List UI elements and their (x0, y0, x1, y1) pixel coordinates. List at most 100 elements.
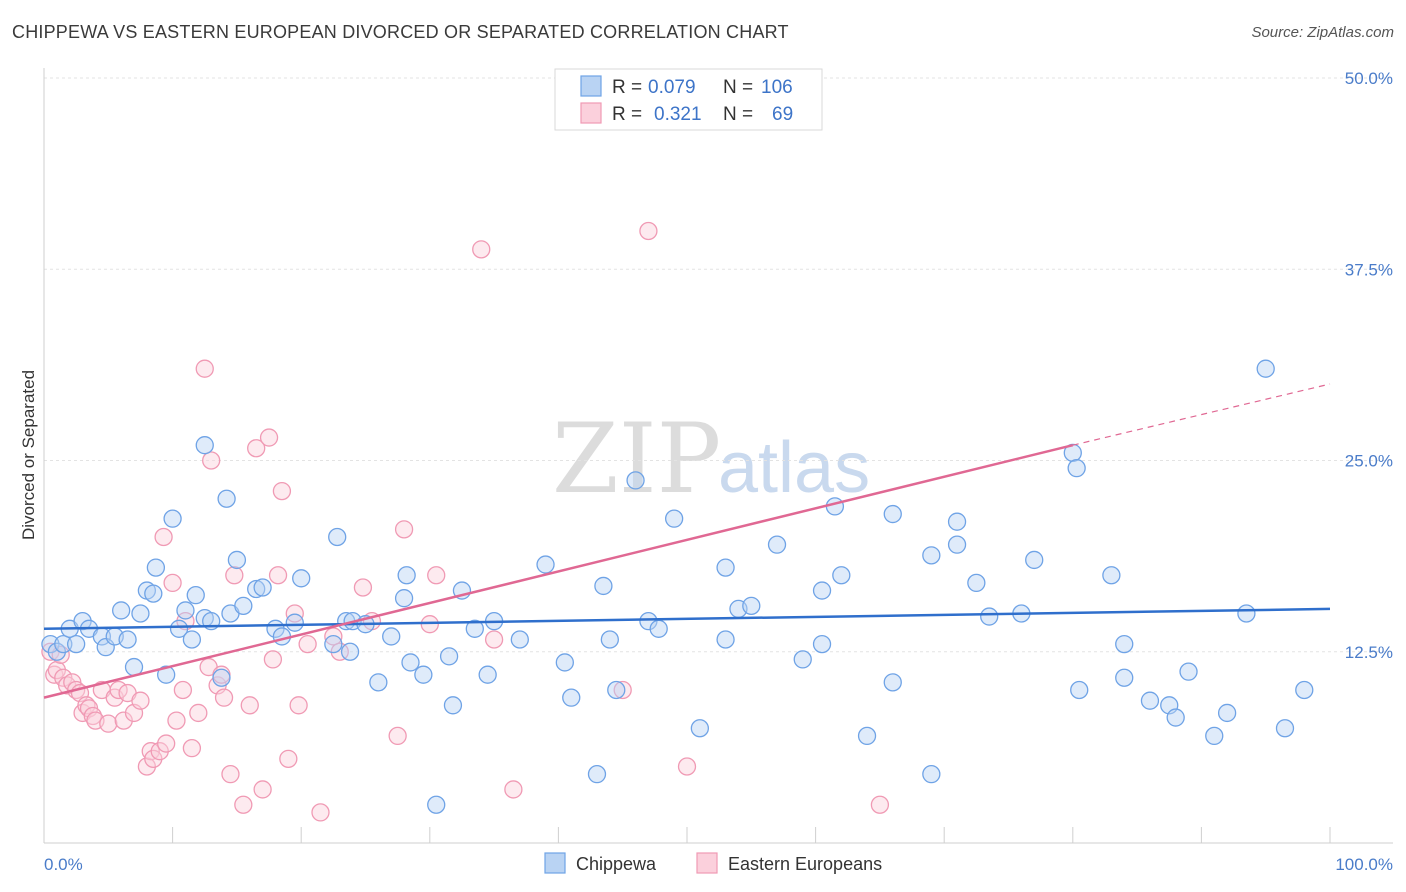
bottom-legend-label-chippewa: Chippewa (576, 854, 657, 874)
chippewa-point (227, 550, 247, 570)
eastern-europeans-point (163, 573, 182, 593)
watermark: ZIP atlas (552, 403, 870, 515)
eastern-europeans-point (677, 757, 697, 776)
eastern-europeans-point (311, 803, 330, 822)
eastern-europeans-point (234, 795, 253, 814)
eastern-europeans-point (639, 221, 658, 241)
chippewa-point (626, 471, 645, 490)
chippewa-point (272, 627, 292, 646)
chippewa-point (594, 576, 613, 596)
chippewa-point (118, 630, 137, 649)
chippewa-point (234, 596, 253, 615)
chippewa-point (253, 578, 272, 597)
x-tick-label-min: 0.0% (44, 855, 83, 874)
eastern-europeans-point (263, 650, 283, 669)
chippewa-point (176, 601, 195, 620)
chippewa-point (369, 673, 388, 692)
chippewa-point (1070, 680, 1089, 700)
chippewa-point (169, 619, 189, 638)
chippewa-point (1067, 458, 1086, 478)
chippewa-point (465, 619, 484, 638)
chippewa-point (54, 634, 73, 654)
eastern-europeans-point (388, 726, 407, 746)
y-tick-label: 37.5% (1345, 260, 1393, 279)
eastern-europeans-point (253, 780, 272, 799)
chippewa-point (1237, 604, 1256, 623)
chart-title: CHIPPEWA VS EASTERN EUROPEAN DIVORCED OR… (12, 22, 789, 42)
eastern-europeans-point (195, 359, 214, 378)
chippewa-point (1205, 726, 1224, 746)
chippewa-point (510, 630, 529, 649)
chippewa-point (1179, 662, 1198, 681)
legend-r-value-2: 0.321 (654, 104, 702, 125)
chippewa-point (186, 585, 205, 605)
bottom-legend-label-eastern-europeans: Eastern Europeans (728, 854, 882, 874)
eastern-europeans-point (182, 738, 202, 758)
chippewa-point (922, 765, 941, 784)
eastern-europeans-point (613, 680, 632, 700)
chippewa-point (182, 630, 202, 649)
bottom-legend-swatch-chippewa (544, 852, 566, 874)
chippewa-point (397, 566, 416, 585)
watermark-atlas: atlas (718, 428, 870, 508)
chippewa-point (163, 509, 182, 528)
chippewa-point (649, 619, 668, 638)
eastern-europeans-point (298, 634, 317, 654)
chippewa-point (690, 719, 710, 738)
eastern-europeans-trend-line (43, 443, 1074, 699)
chippewa-point (857, 726, 877, 746)
eastern-europeans-point (272, 481, 292, 501)
chippewa-point (664, 509, 684, 528)
y-axis-title: Divorced or Separated (19, 370, 38, 540)
eastern-europeans-point (324, 627, 343, 646)
eastern-europeans-trend-extension (1072, 383, 1331, 446)
legend-r-label-1: R = (612, 77, 642, 98)
eastern-europeans-point (427, 566, 446, 585)
x-tick-label-max: 100.0% (1335, 855, 1393, 874)
chippewa-point (922, 546, 941, 565)
chippewa-point (600, 630, 619, 649)
chippewa-point (394, 589, 414, 608)
chippewa-point (324, 634, 343, 654)
chippewa-point (1275, 719, 1295, 738)
chippewa-point (217, 489, 236, 508)
chippewa-point (555, 653, 574, 672)
legend-swatch-chippewa (580, 75, 602, 97)
eastern-europeans-point (279, 749, 298, 768)
chippewa-point (1025, 550, 1044, 570)
chippewa-point (562, 688, 581, 707)
y-tick-labels: 12.5% 25.0% 37.5% 50.0% (1345, 69, 1393, 662)
chippewa-point (328, 527, 347, 547)
chippewa-point (607, 680, 626, 700)
chippewa-point (980, 607, 999, 626)
eastern-europeans-point (484, 630, 504, 649)
legend-n-value-1: 106 (761, 77, 793, 98)
legend: R = 0.079 N = 106 R = 0.321 N = 69 (554, 68, 823, 131)
eastern-europeans-point (285, 604, 304, 623)
chippewa-point (212, 668, 231, 687)
eastern-europeans-point (114, 711, 133, 730)
chippewa-point (439, 647, 459, 666)
eastern-europeans-point (394, 520, 414, 539)
eastern-europeans-point (214, 688, 234, 707)
chippewa-point (427, 795, 446, 814)
eastern-europeans-point (131, 691, 150, 710)
bottom-legend: Chippewa Eastern Europeans (544, 852, 882, 874)
y-tick-label: 25.0% (1345, 452, 1393, 471)
eastern-europeans-point (202, 451, 221, 470)
eastern-europeans-points (41, 221, 890, 822)
chippewa-point (767, 535, 787, 554)
chippewa-point (947, 535, 967, 554)
chippewa-point (195, 436, 214, 455)
chippewa-trend-line (43, 607, 1331, 631)
legend-swatch-eastern-europeans (580, 102, 602, 124)
chippewa-point (1256, 359, 1275, 378)
chippewa-point (639, 612, 658, 631)
trend-lines (43, 383, 1331, 699)
source-label: Source: ZipAtlas.com (1251, 24, 1394, 41)
chippewa-point (478, 665, 497, 684)
eastern-europeans-point (221, 765, 240, 784)
eastern-europeans-point (504, 780, 523, 799)
chippewa-point (716, 630, 735, 649)
